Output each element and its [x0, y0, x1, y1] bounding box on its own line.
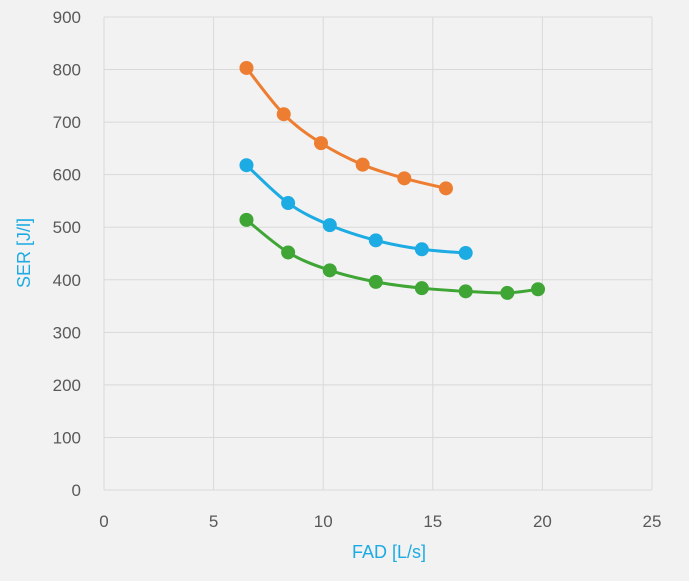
data-point: [414, 242, 429, 257]
data-point: [355, 157, 370, 172]
series-2: [239, 158, 473, 260]
x-tick-label: 25: [643, 512, 662, 531]
y-tick-label: 900: [53, 8, 81, 27]
data-point: [368, 274, 383, 289]
data-point: [500, 285, 515, 300]
series-3: [239, 212, 546, 300]
x-tick-label: 15: [423, 512, 442, 531]
series-1: [239, 60, 453, 196]
data-point: [239, 60, 254, 75]
data-point: [239, 212, 254, 227]
y-tick-label: 600: [53, 166, 81, 185]
data-point: [314, 136, 329, 151]
data-point: [531, 282, 546, 297]
series-layer: [239, 60, 546, 300]
y-tick-label: 300: [53, 323, 81, 342]
y-tick-label: 800: [53, 61, 81, 80]
grid-layer: [103, 16, 653, 491]
x-tick-label: 20: [533, 512, 552, 531]
y-tick-label: 100: [53, 428, 81, 447]
y-tick-label: 0: [72, 481, 81, 500]
y-tick-label: 700: [53, 113, 81, 132]
data-point: [458, 284, 473, 299]
x-tick-label: 0: [99, 512, 108, 531]
y-tick-label: 500: [53, 218, 81, 237]
data-point: [397, 171, 412, 186]
data-point: [276, 107, 291, 122]
data-point: [414, 281, 429, 296]
data-point: [239, 158, 254, 173]
data-point: [368, 233, 383, 248]
x-tick-label: 5: [209, 512, 218, 531]
y-axis-title: SER [J/l]: [14, 218, 34, 288]
y-tick-label: 200: [53, 376, 81, 395]
axis-layer: 0 100 200 300 400 500 600 700 800 900 0 5 10 15 20 25: [53, 8, 662, 531]
data-point: [322, 218, 337, 233]
series-line: [244, 66, 448, 190]
data-point: [281, 196, 296, 211]
x-axis-title: FAD [L/s]: [352, 542, 426, 562]
data-point: [458, 245, 473, 260]
y-tick-label: 400: [53, 271, 81, 290]
data-point: [438, 181, 453, 196]
x-tick-label: 10: [314, 512, 333, 531]
data-point: [281, 245, 296, 260]
data-point: [322, 263, 337, 278]
